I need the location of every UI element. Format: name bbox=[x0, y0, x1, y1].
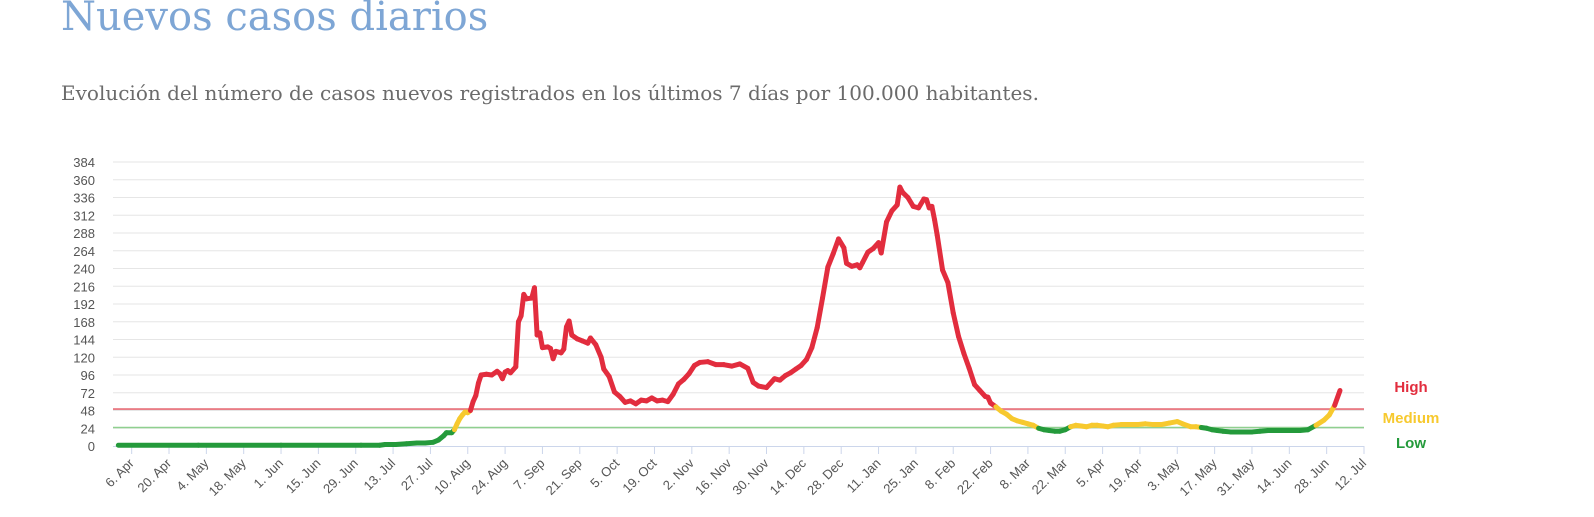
x-tick-label: 15. Jun bbox=[283, 456, 324, 497]
x-tick-label: 17. May bbox=[1176, 455, 1220, 499]
x-tick-label: 18. May bbox=[206, 455, 250, 499]
y-tick-label: 144 bbox=[73, 333, 95, 348]
series-segment bbox=[950, 310, 962, 340]
series-segment bbox=[531, 285, 540, 338]
series-segment bbox=[961, 351, 972, 371]
x-tick-label: 22. Feb bbox=[954, 456, 996, 498]
y-tick-label: 192 bbox=[73, 297, 95, 312]
x-tick-label: 27. Jul bbox=[398, 455, 436, 493]
series-segment bbox=[966, 365, 978, 388]
x-tick-label: 10. Aug bbox=[431, 456, 473, 498]
x-tick-label: 22. Mar bbox=[1029, 455, 1071, 497]
x-tick-label: 14. Dec bbox=[767, 455, 810, 498]
series-segment bbox=[820, 264, 831, 301]
series-segment bbox=[841, 245, 850, 266]
series-segment bbox=[537, 330, 545, 351]
threshold-lines bbox=[113, 408, 1364, 429]
threshold-label-low: Low bbox=[1396, 435, 1426, 452]
x-tick-label: 21. Sep bbox=[543, 456, 585, 498]
y-tick-label: 96 bbox=[81, 368, 95, 383]
series-segment bbox=[945, 280, 956, 316]
series-segment bbox=[745, 365, 756, 385]
y-tick-label: 24 bbox=[81, 421, 95, 436]
y-tick-label: 336 bbox=[73, 191, 95, 206]
x-tick-label: 6. Apr bbox=[102, 455, 137, 490]
y-tick-label: 216 bbox=[73, 279, 95, 294]
x-tick-label: 12. Jul bbox=[1331, 455, 1369, 493]
series-segment bbox=[561, 324, 569, 352]
series-segment bbox=[878, 219, 890, 256]
y-tick-label: 264 bbox=[73, 244, 95, 259]
x-tick-label: 16. Nov bbox=[692, 455, 735, 498]
x-tick-label: 14. Jun bbox=[1254, 456, 1295, 497]
x-tick-label: 31. May bbox=[1214, 455, 1258, 499]
x-tick-label: 20. Apr bbox=[134, 455, 174, 495]
x-tick-label: 5. Oct bbox=[587, 455, 622, 490]
series-segment bbox=[809, 325, 820, 351]
series-segment bbox=[814, 295, 826, 331]
x-tick-label: 29. Jun bbox=[320, 456, 361, 497]
y-tick-label: 384 bbox=[73, 155, 95, 170]
x-tick-label: 28. Jun bbox=[1291, 456, 1332, 497]
threshold-label-high: High bbox=[1394, 379, 1427, 396]
x-tick-label: 25. Jan bbox=[880, 456, 921, 497]
x-tick-label: 28. Dec bbox=[804, 455, 847, 498]
y-tick-label: 288 bbox=[73, 226, 95, 241]
threshold-label-medium: Medium bbox=[1383, 410, 1440, 427]
chart-title: Nuevos casos diarios bbox=[61, 0, 489, 40]
series-segment bbox=[956, 334, 967, 357]
series-segment bbox=[932, 217, 940, 238]
x-tick-label: 19. Apr bbox=[1105, 455, 1145, 495]
y-tick-label: 0 bbox=[88, 439, 95, 454]
y-tick-label: 168 bbox=[73, 315, 95, 330]
y-tick-label: 312 bbox=[73, 208, 95, 223]
y-gridlines bbox=[113, 161, 1364, 429]
x-tick-label: 24. Aug bbox=[468, 456, 510, 498]
x-tick-label: 19. Oct bbox=[619, 455, 660, 496]
y-tick-label: 48 bbox=[81, 404, 95, 419]
series-line bbox=[115, 184, 1343, 448]
x-tick-label: 30. Nov bbox=[729, 455, 772, 498]
y-tick-label: 120 bbox=[73, 350, 95, 365]
y-tick-label: 72 bbox=[81, 386, 95, 401]
x-tick-label: 1. Jun bbox=[251, 456, 287, 492]
series-segment bbox=[606, 373, 617, 395]
threshold-labels: High Medium Low bbox=[1383, 379, 1440, 452]
y-tick-label: 360 bbox=[73, 173, 95, 188]
x-tick-label: 13. Jul bbox=[360, 455, 398, 493]
x-tick-label: 11. Jan bbox=[844, 456, 884, 496]
x-tick-label: 5. Apr bbox=[1073, 455, 1108, 490]
y-tick-label: 240 bbox=[73, 262, 95, 277]
series-segment bbox=[934, 232, 946, 273]
series-segment bbox=[513, 319, 521, 370]
y-axis-ticks: 0 24 48 72 96 120 144 168 192 216 240 264 288 312 336 3… bbox=[73, 155, 95, 454]
chart-subtitle: Evolución del número de casos nuevos reg… bbox=[61, 81, 1039, 105]
series-segment bbox=[1332, 388, 1343, 408]
